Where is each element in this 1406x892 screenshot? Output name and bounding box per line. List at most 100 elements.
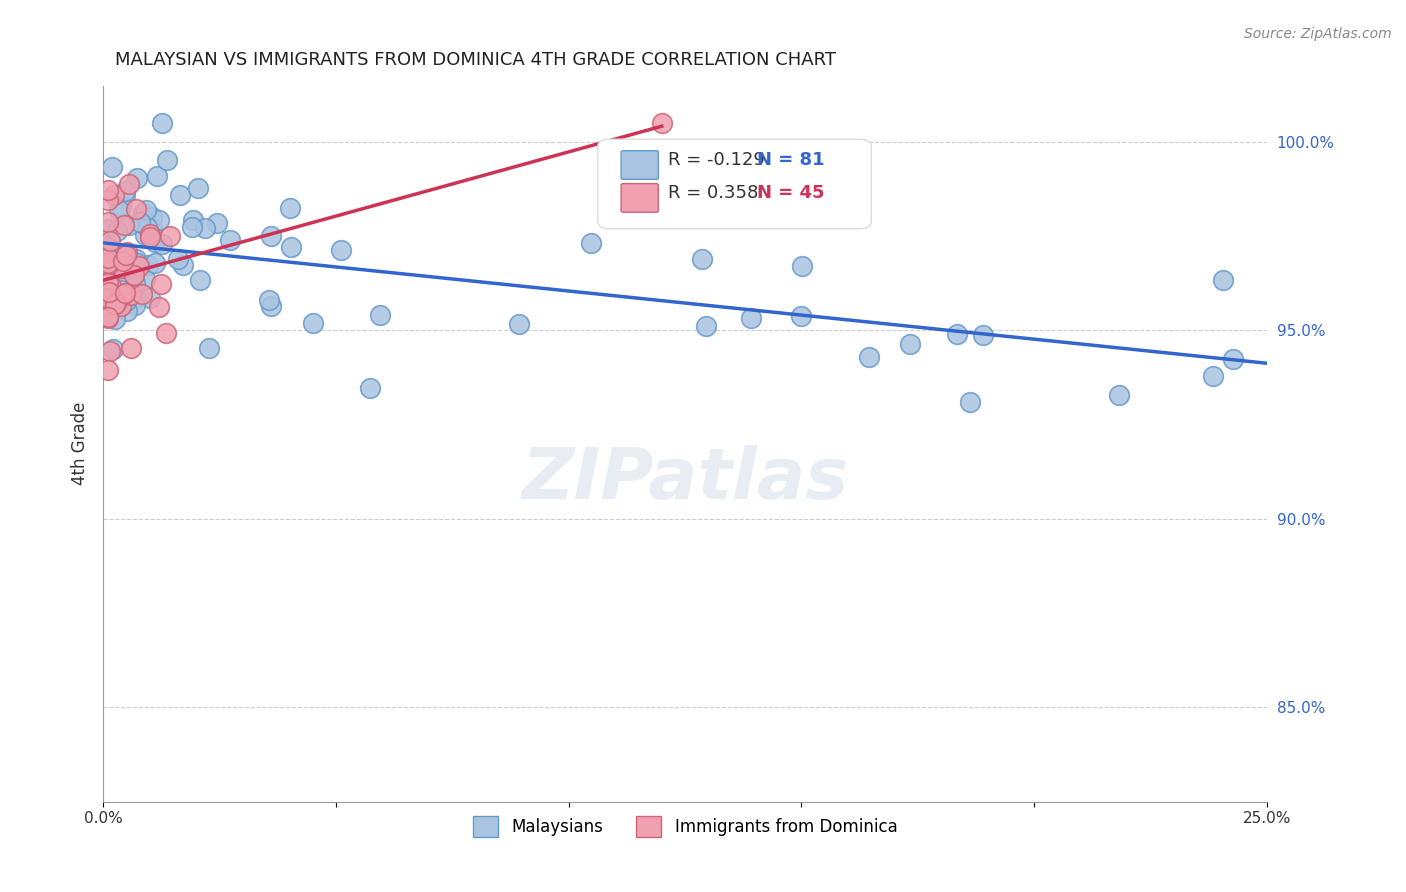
- Point: [131, 286, 153, 301]
- Point: [120, 341, 142, 355]
- Point: [97, 222, 120, 236]
- Point: [359, 381, 381, 395]
- Point: [138, 259, 160, 273]
- Text: ZIPatlas: ZIPatlas: [522, 445, 849, 514]
- Point: [148, 212, 170, 227]
- Point: [101, 289, 124, 303]
- Point: [97, 310, 120, 325]
- Point: [97, 239, 120, 253]
- Text: MALAYSIAN VS IMMIGRANTS FROM DOMINICA 4TH GRADE CORRELATION CHART: MALAYSIAN VS IMMIGRANTS FROM DOMINICA 4T…: [115, 51, 835, 69]
- Point: [124, 202, 146, 216]
- Point: [98, 344, 121, 359]
- Point: [972, 328, 994, 343]
- Point: [114, 184, 136, 198]
- Point: [115, 303, 138, 318]
- Point: [97, 293, 120, 308]
- Point: [858, 350, 880, 364]
- Point: [134, 272, 156, 286]
- Point: [124, 298, 146, 312]
- Point: [1222, 351, 1244, 366]
- Text: Source: ZipAtlas.com: Source: ZipAtlas.com: [1244, 27, 1392, 41]
- Point: [108, 260, 131, 274]
- Point: [114, 188, 136, 202]
- FancyBboxPatch shape: [621, 184, 658, 212]
- Point: [159, 229, 181, 244]
- Point: [114, 293, 136, 308]
- Point: [97, 363, 120, 377]
- Point: [278, 201, 301, 215]
- Point: [301, 316, 323, 330]
- Text: R = 0.358: R = 0.358: [668, 184, 758, 202]
- Point: [105, 296, 128, 310]
- Point: [115, 245, 138, 260]
- Point: [141, 221, 163, 235]
- Legend: Malaysians, Immigrants from Dominica: Malaysians, Immigrants from Dominica: [467, 810, 904, 843]
- Point: [101, 291, 124, 305]
- Point: [180, 219, 202, 234]
- Point: [508, 317, 530, 331]
- Point: [97, 289, 120, 303]
- Point: [112, 218, 135, 232]
- Point: [219, 233, 242, 247]
- Point: [169, 188, 191, 202]
- Point: [98, 285, 121, 300]
- Point: [134, 227, 156, 242]
- Point: [100, 292, 122, 306]
- Point: [1108, 388, 1130, 402]
- Point: [110, 299, 132, 313]
- Point: [148, 300, 170, 314]
- Point: [155, 326, 177, 340]
- Point: [581, 235, 603, 250]
- Point: [112, 263, 135, 277]
- Point: [172, 258, 194, 272]
- Point: [129, 214, 152, 228]
- Point: [108, 203, 131, 218]
- Point: [97, 310, 120, 325]
- Point: [104, 297, 127, 311]
- Text: N = 81: N = 81: [758, 151, 825, 169]
- Point: [110, 199, 132, 213]
- FancyBboxPatch shape: [598, 139, 872, 228]
- Point: [112, 254, 135, 268]
- Point: [114, 259, 136, 273]
- Point: [97, 259, 120, 273]
- Point: [139, 291, 162, 305]
- Point: [97, 193, 120, 207]
- Point: [120, 287, 142, 301]
- Point: [125, 256, 148, 270]
- Point: [141, 211, 163, 225]
- Point: [135, 202, 157, 217]
- Point: [97, 291, 120, 305]
- Point: [97, 277, 120, 291]
- Point: [946, 326, 969, 341]
- Point: [260, 228, 283, 243]
- Point: [959, 395, 981, 409]
- Point: [125, 171, 148, 186]
- Point: [740, 310, 762, 325]
- Point: [114, 286, 136, 301]
- Point: [280, 240, 302, 254]
- Point: [136, 220, 159, 235]
- Point: [118, 219, 141, 233]
- Point: [97, 251, 120, 265]
- Point: [124, 291, 146, 305]
- Point: [692, 252, 714, 267]
- Point: [122, 260, 145, 274]
- Point: [205, 216, 228, 230]
- Point: [150, 116, 173, 130]
- Point: [97, 256, 120, 270]
- Point: [97, 256, 120, 270]
- Point: [97, 215, 120, 229]
- Point: [167, 252, 190, 267]
- Point: [118, 177, 141, 191]
- Point: [105, 224, 128, 238]
- Point: [695, 319, 717, 334]
- Point: [100, 234, 122, 248]
- Point: [101, 343, 124, 357]
- Point: [186, 181, 208, 195]
- Point: [188, 273, 211, 287]
- Point: [368, 308, 391, 322]
- Point: [789, 309, 811, 323]
- Point: [143, 235, 166, 250]
- Text: R = -0.129: R = -0.129: [668, 151, 765, 169]
